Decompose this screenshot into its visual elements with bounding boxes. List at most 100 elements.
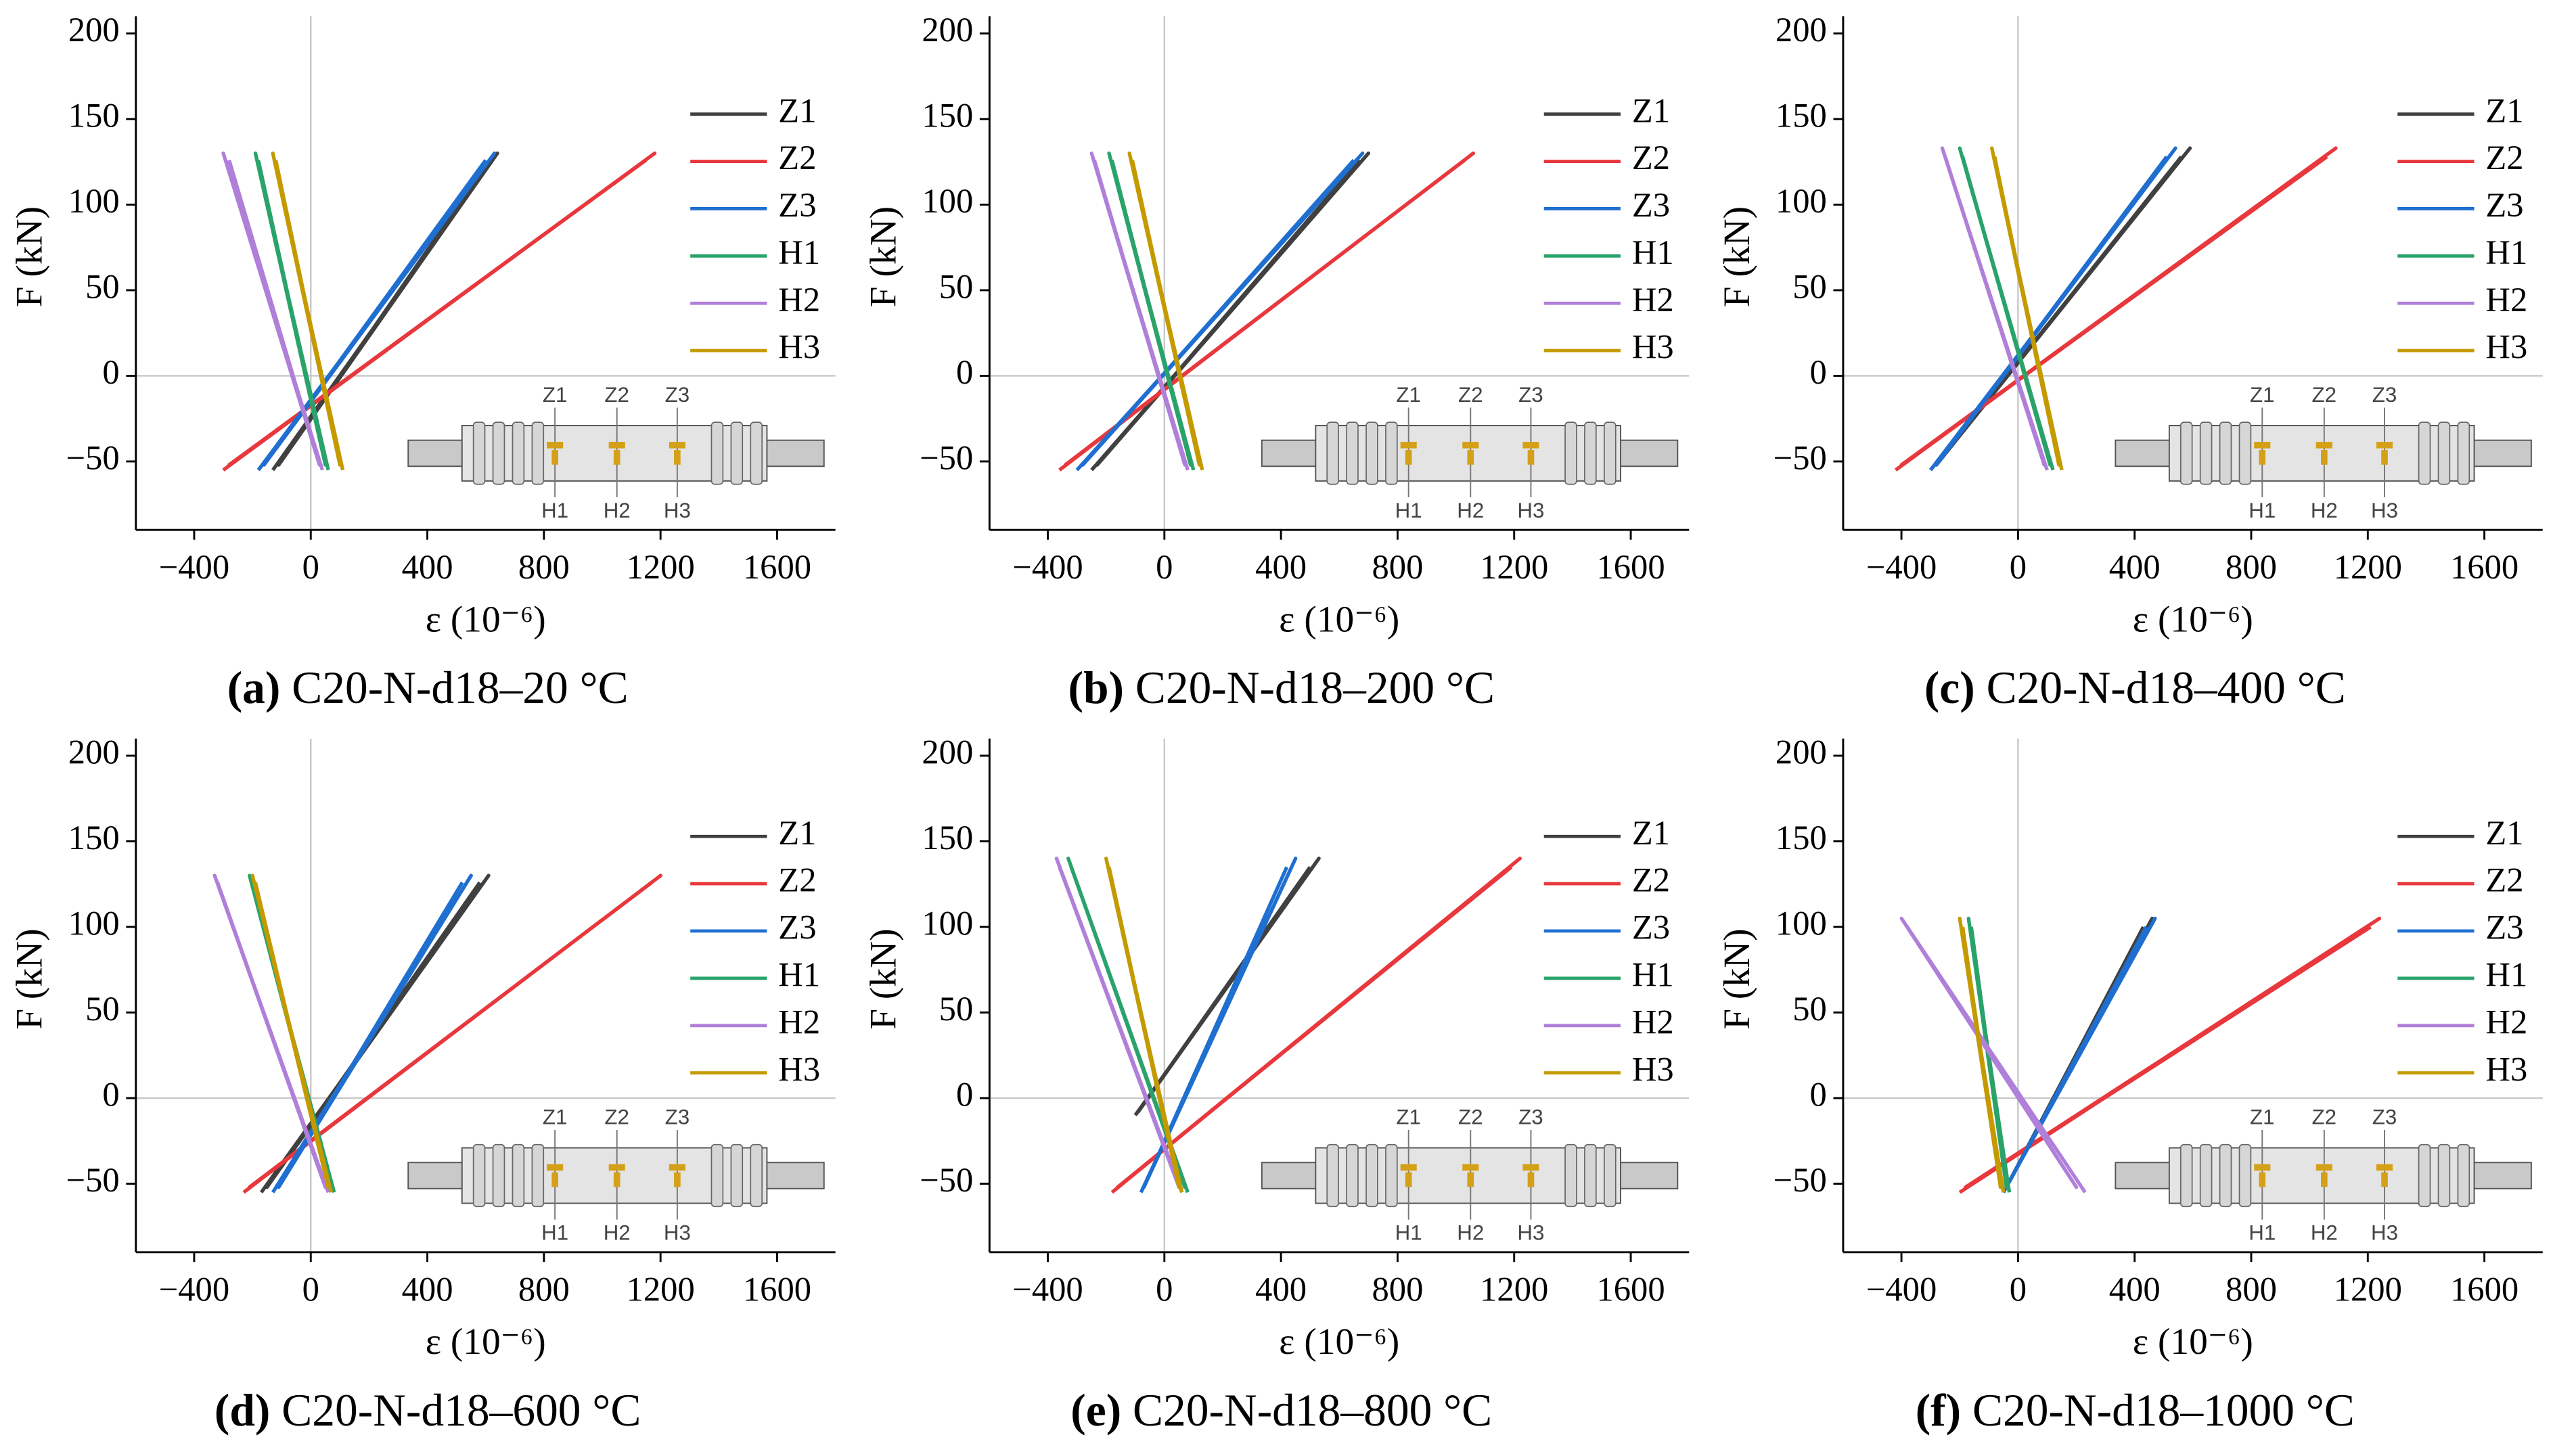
legend-label: Z3 [778, 909, 816, 947]
legend-label: H3 [1632, 1050, 1674, 1088]
series-line [1958, 146, 2055, 471]
gauge [2254, 442, 2271, 449]
x-tick-label: 1200 [627, 548, 695, 586]
x-tick-label: 400 [402, 1271, 453, 1309]
y-tick-label: 200 [922, 733, 973, 771]
inset-label: Z1 [1396, 1105, 1421, 1129]
specimen-rib [710, 1143, 724, 1208]
caption: (f) C20-N-d18–1000 °C [1916, 1385, 2355, 1436]
gauge [2381, 1172, 2388, 1187]
y-tick-label: −50 [920, 1161, 973, 1199]
legend-label: H1 [1632, 233, 1674, 271]
panel-label: (b) [1068, 663, 1123, 714]
x-tick-label: 800 [2226, 548, 2277, 586]
specimen-rib [1326, 1143, 1339, 1208]
y-tick-label: 150 [922, 97, 973, 135]
x-tick-label: 1600 [743, 1271, 811, 1309]
inset-label: H2 [604, 1221, 631, 1245]
panel-label: (d) [214, 1385, 270, 1436]
x-axis-label: ε (10⁻⁶) [1279, 1321, 1399, 1362]
gauge [2376, 442, 2393, 449]
specimen-rib [1365, 1143, 1378, 1208]
legend-label: H2 [2485, 281, 2527, 319]
legend-label: H1 [1632, 956, 1674, 994]
gauge [1467, 1172, 1474, 1187]
x-axis-label: ε (10⁻⁶) [426, 598, 546, 639]
gauge [2321, 450, 2328, 465]
series-line [212, 873, 330, 1193]
specimen-rib [1346, 1143, 1359, 1208]
y-tick-label: 100 [1776, 905, 1827, 942]
caption: (c) C20-N-d18–400 °C [1924, 663, 2346, 714]
legend-label: Z2 [1632, 861, 1670, 899]
y-tick-label: 150 [1776, 97, 1827, 135]
x-tick-label: 0 [2010, 1271, 2027, 1309]
inset-label: Z3 [2372, 383, 2397, 407]
y-tick-label: 50 [1792, 268, 1827, 306]
series-line [1054, 857, 1184, 1193]
series-line [253, 151, 330, 471]
legend-label: Z1 [2485, 91, 2523, 129]
specimen-rib [1346, 422, 1359, 485]
x-tick-label: −400 [1866, 1271, 1937, 1309]
x-tick-label: 1200 [1480, 548, 1548, 586]
x-tick-label: 1600 [2450, 548, 2518, 586]
x-tick-label: 1600 [1596, 548, 1665, 586]
x-tick-label: 0 [302, 548, 319, 586]
gauge [1400, 442, 1417, 449]
legend-label: H3 [2485, 328, 2527, 366]
inset-label: H2 [1457, 499, 1484, 522]
panel: −50 0 50 100 150 200 −400 0 400 800 1200 1600 ε (10⁻… [862, 11, 1690, 714]
x-tick-label: 400 [402, 548, 453, 586]
inset-label: H3 [1517, 1221, 1544, 1245]
y-tick-label: 200 [922, 11, 973, 49]
panel-title: C20-N-d18–200 °C [1135, 663, 1495, 714]
specimen-rib [512, 1143, 525, 1208]
gauge [2315, 442, 2332, 449]
inset-label: Z2 [604, 383, 629, 407]
series-line [1066, 857, 1190, 1193]
y-tick-label: 150 [1776, 819, 1827, 857]
series-line [271, 151, 345, 471]
inset-label: H3 [1517, 499, 1544, 522]
specimen-rib [1385, 1143, 1398, 1208]
gauge [674, 1172, 681, 1187]
y-tick-label: 100 [68, 905, 120, 942]
specimen-rib [492, 1143, 505, 1208]
x-tick-label: 1600 [743, 548, 811, 586]
gauge [551, 450, 558, 465]
panel-label: (c) [1924, 663, 1975, 714]
gauge [1527, 1172, 1535, 1187]
gauge [613, 450, 620, 465]
x-tick-label: −400 [1012, 1271, 1083, 1309]
panel-label: (e) [1070, 1385, 1121, 1436]
legend-label: H2 [778, 281, 820, 319]
x-tick-label: 800 [518, 1271, 570, 1309]
legend-label: Z1 [778, 91, 816, 129]
y-tick-label: 0 [956, 353, 973, 391]
specimen-rib [730, 422, 744, 485]
y-tick-label: 150 [922, 819, 973, 857]
x-tick-label: 800 [518, 548, 570, 586]
specimen-rib [750, 1143, 763, 1208]
inset-label: Z2 [604, 1105, 629, 1129]
legend-label: Z1 [778, 814, 816, 852]
series-line [1899, 916, 2087, 1193]
legend-label: Z2 [2485, 861, 2523, 899]
y-axis-label: F (kN) [1716, 206, 1757, 307]
specimen-rib [472, 1143, 486, 1208]
inset-label: H1 [2249, 1221, 2276, 1245]
y-tick-label: −50 [66, 1161, 120, 1199]
specimen-rib [531, 1143, 545, 1208]
inset-label: Z3 [665, 1105, 690, 1129]
gauge [608, 1164, 625, 1171]
series-line [250, 873, 334, 1193]
inset-label: H2 [1457, 1221, 1484, 1245]
caption: (a) C20-N-d18–20 °C [227, 663, 629, 714]
x-tick-label: 1600 [1596, 1271, 1665, 1309]
inset-label: H3 [2371, 499, 2398, 522]
specimen-rib [1584, 422, 1597, 485]
gauge [1400, 1164, 1417, 1171]
y-tick-label: 200 [1776, 11, 1827, 49]
